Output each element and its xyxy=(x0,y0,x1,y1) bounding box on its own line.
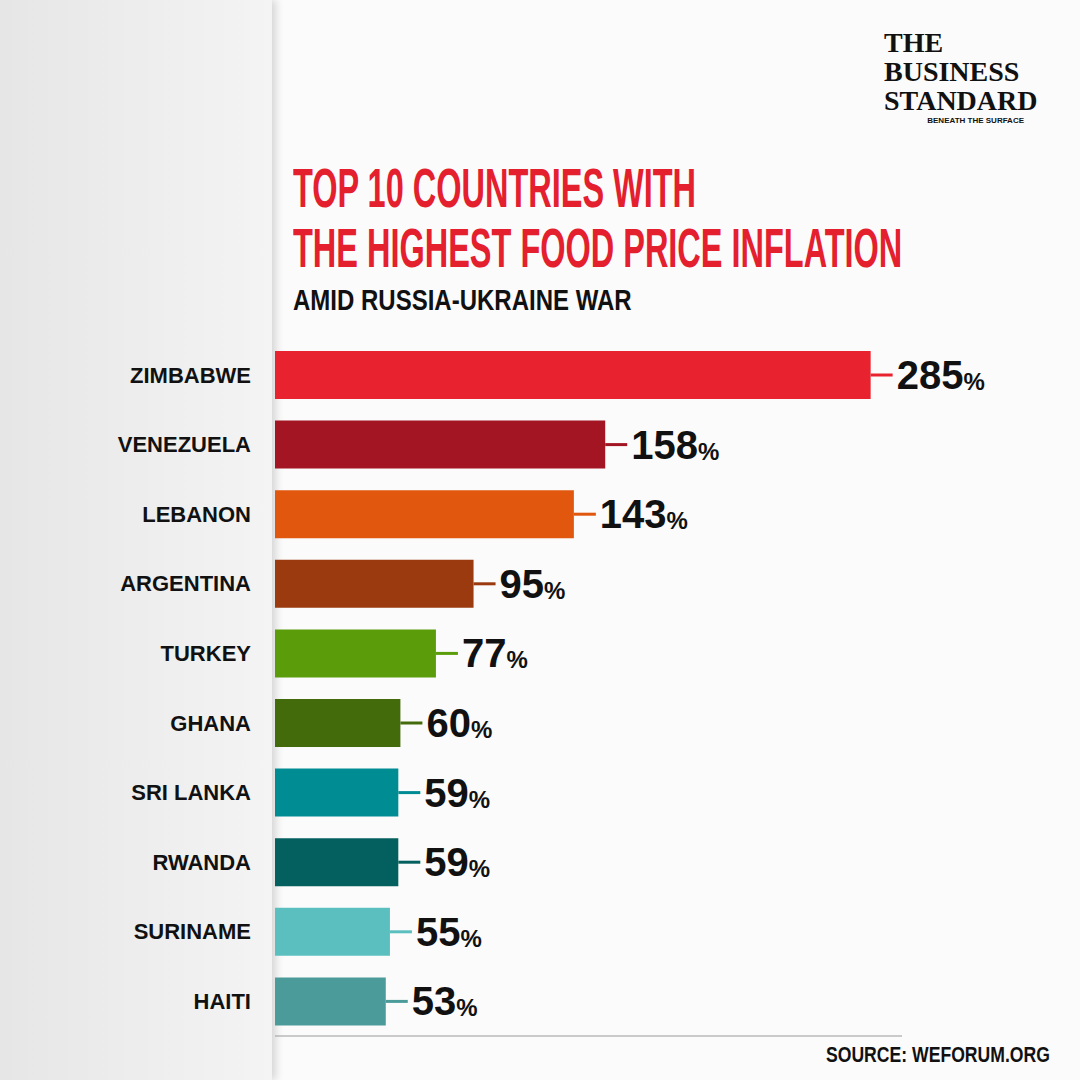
svg-text:59%: 59% xyxy=(424,840,490,884)
svg-text:158%: 158% xyxy=(631,423,719,467)
svg-text:60%: 60% xyxy=(426,701,492,745)
svg-text:285%: 285% xyxy=(897,353,985,397)
svg-text:53%: 53% xyxy=(412,979,478,1023)
svg-text:SRI LANKA: SRI LANKA xyxy=(131,780,251,805)
svg-text:VENEZUELA: VENEZUELA xyxy=(118,432,251,457)
svg-text:RWANDA: RWANDA xyxy=(152,850,251,875)
html-text:THE HIGHEST FOOD PRICE INFLATI: THE HIGHEST FOOD PRICE INFLATION xyxy=(293,216,903,279)
svg-text:77%: 77% xyxy=(462,631,528,675)
html-text:THE: THE xyxy=(884,27,944,58)
svg-text:ARGENTINA: ARGENTINA xyxy=(120,571,251,596)
svg-text:LEBANON: LEBANON xyxy=(142,502,251,527)
html-text:AMID RUSSIA-UKRAINE WAR: AMID RUSSIA-UKRAINE WAR xyxy=(293,283,632,316)
html-text:SOURCE: WEFORUM.ORG: SOURCE: WEFORUM.ORG xyxy=(826,1042,1050,1067)
svg-text:GHANA: GHANA xyxy=(170,711,251,736)
svg-text:TURKEY: TURKEY xyxy=(161,641,252,666)
html-text:TOP 10 COUNTRIES WITH: TOP 10 COUNTRIES WITH xyxy=(293,156,697,219)
html-text:BUSINESS: BUSINESS xyxy=(884,56,1020,87)
html-text:STANDARD: STANDARD xyxy=(884,85,1038,116)
svg-text:143%: 143% xyxy=(600,492,688,536)
svg-text:95%: 95% xyxy=(500,562,566,606)
svg-text:HAITI: HAITI xyxy=(194,989,251,1014)
svg-text:55%: 55% xyxy=(416,910,482,954)
html-text:BENEATH THE SURFACE: BENEATH THE SURFACE xyxy=(927,116,1024,125)
svg-text:59%: 59% xyxy=(424,771,490,815)
svg-text:SURINAME: SURINAME xyxy=(134,919,251,944)
svg-text:ZIMBABWE: ZIMBABWE xyxy=(130,363,251,388)
